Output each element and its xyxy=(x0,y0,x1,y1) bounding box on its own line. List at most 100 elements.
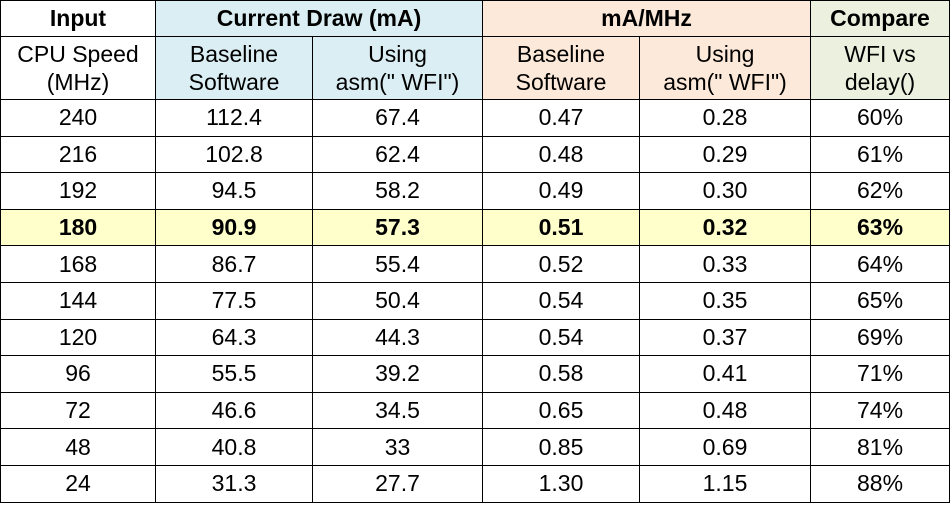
column-header-line: Using xyxy=(368,41,427,67)
table-cell: 180 xyxy=(0,208,156,247)
table-cell: 24 xyxy=(0,464,156,503)
column-header-line: asm(" WFI") xyxy=(663,69,787,95)
table-cell: 81% xyxy=(810,428,951,466)
table-cell: 46.6 xyxy=(155,391,313,430)
table-cell: 90.9 xyxy=(155,208,313,247)
table-cell: 0.69 xyxy=(638,428,812,466)
table-row: 120 64.3 44.3 0.54 0.37 69% xyxy=(0,318,951,357)
column-header-row: CPU Speed (MHz) Baseline Software Using asm("… xyxy=(0,36,951,100)
table-cell: 144 xyxy=(0,281,156,320)
table-cell: 0.47 xyxy=(482,99,640,137)
column-header-line: WFI vs xyxy=(844,41,916,67)
column-header-line: (MHz) xyxy=(46,69,110,95)
table-cell: 96 xyxy=(0,355,156,393)
column-header-line: Software xyxy=(515,69,607,95)
table-cell: 65% xyxy=(810,281,951,320)
table-cell: 57.3 xyxy=(312,208,483,247)
table-cell: 94.5 xyxy=(155,172,313,210)
column-header-line: Using xyxy=(695,41,755,67)
column-header-line: Software xyxy=(188,69,280,95)
table-cell: 0.52 xyxy=(482,245,640,283)
group-header-compare: Compare xyxy=(810,0,951,37)
table-cell: 58.2 xyxy=(312,172,483,210)
table-cell: 0.48 xyxy=(482,135,640,174)
table-cell: 0.29 xyxy=(638,135,812,174)
table-cell: 27.7 xyxy=(312,464,483,503)
table-cell: 0.48 xyxy=(638,391,812,430)
table-cell: 63% xyxy=(810,208,951,247)
table-row: 72 46.6 34.5 0.65 0.48 74% xyxy=(0,391,951,430)
table-cell: 64.3 xyxy=(155,318,313,357)
table-cell: 34.5 xyxy=(312,391,483,430)
column-header-line: asm(" WFI") xyxy=(335,69,460,95)
column-header-3: Baseline Software xyxy=(482,36,640,100)
table-cell: 88% xyxy=(810,464,951,503)
table-row: 168 86.7 55.4 0.52 0.33 64% xyxy=(0,245,951,283)
table-cell: 216 xyxy=(0,135,156,174)
table-cell: 67.4 xyxy=(312,99,483,137)
column-header-0: CPU Speed (MHz) xyxy=(0,36,156,100)
table-cell: 61% xyxy=(810,135,951,174)
table-cell: 62% xyxy=(810,172,951,210)
table-cell: 74% xyxy=(810,391,951,430)
table-row: 240 112.4 67.4 0.47 0.28 60% xyxy=(0,99,951,137)
column-header-line: Baseline xyxy=(516,41,606,67)
table-cell: 0.65 xyxy=(482,391,640,430)
cpu-speed-current-table: Input Current Draw (mA) mA/MHz Compare CPU S… xyxy=(0,0,951,503)
table-cell: 0.85 xyxy=(482,428,640,466)
table-cell: 39.2 xyxy=(312,355,483,393)
table-cell: 0.35 xyxy=(638,281,812,320)
table-cell: 112.4 xyxy=(155,99,313,137)
table-cell: 192 xyxy=(0,172,156,210)
group-header-ma-mhz: mA/MHz xyxy=(481,0,812,37)
column-header-5: WFI vs delay() xyxy=(810,36,951,100)
table-cell: 0.28 xyxy=(638,99,812,137)
column-header-1: Baseline Software xyxy=(155,36,313,100)
table-cell: 77.5 xyxy=(155,281,313,320)
table-cell: 64% xyxy=(810,245,951,283)
table-cell: 0.54 xyxy=(482,281,640,320)
column-header-line: delay() xyxy=(844,69,916,95)
table-cell: 48 xyxy=(0,428,156,466)
column-header-2: Using asm(" WFI") xyxy=(312,36,483,100)
group-header-input: Input xyxy=(0,0,156,37)
table-cell: 102.8 xyxy=(155,135,313,174)
table-row: 216 102.8 62.4 0.48 0.29 61% xyxy=(0,135,951,174)
table-cell: 0.58 xyxy=(482,355,640,393)
table-cell: 40.8 xyxy=(155,428,313,466)
column-header-4: Using asm(" WFI") xyxy=(638,36,812,100)
table-row: 96 55.5 39.2 0.58 0.41 71% xyxy=(0,355,951,393)
table-cell: 0.37 xyxy=(638,318,812,357)
table-cell: 33 xyxy=(312,428,483,466)
table-cell: 0.51 xyxy=(482,208,640,247)
table-cell: 62.4 xyxy=(312,135,483,174)
table-row: 192 94.5 58.2 0.49 0.30 62% xyxy=(0,172,951,210)
table-row: 24 31.3 27.7 1.30 1.15 88% xyxy=(0,464,951,503)
table-cell: 55.4 xyxy=(312,245,483,283)
table-cell: 0.54 xyxy=(482,318,640,357)
column-header-line: Baseline xyxy=(189,41,279,67)
table-cell: 0.30 xyxy=(638,172,812,210)
table-cell: 120 xyxy=(0,318,156,357)
table-cell: 60% xyxy=(810,99,951,137)
table-cell: 44.3 xyxy=(312,318,483,357)
table-cell: 240 xyxy=(0,99,156,137)
table-cell: 50.4 xyxy=(312,281,483,320)
group-header-current-draw-ma: Current Draw (mA) xyxy=(155,0,483,37)
table-row-highlighted: 180 90.9 57.3 0.51 0.32 63% xyxy=(0,208,951,247)
table-cell: 86.7 xyxy=(155,245,313,283)
table-row: 48 40.8 33 0.85 0.69 81% xyxy=(0,428,951,466)
table-cell: 31.3 xyxy=(155,464,313,503)
table-cell: 168 xyxy=(0,245,156,283)
table-cell: 0.41 xyxy=(638,355,812,393)
table-cell: 0.32 xyxy=(638,208,812,247)
table-cell: 71% xyxy=(810,355,951,393)
table-cell: 0.49 xyxy=(482,172,640,210)
group-header-row: Input Current Draw (mA) mA/MHz Compare xyxy=(0,0,951,37)
table-row: 144 77.5 50.4 0.54 0.35 65% xyxy=(0,281,951,320)
table-cell: 1.30 xyxy=(482,464,640,503)
table-cell: 1.15 xyxy=(638,464,812,503)
table-cell: 72 xyxy=(0,391,156,430)
table-cell: 0.33 xyxy=(638,245,812,283)
column-header-line: CPU Speed xyxy=(17,41,139,67)
